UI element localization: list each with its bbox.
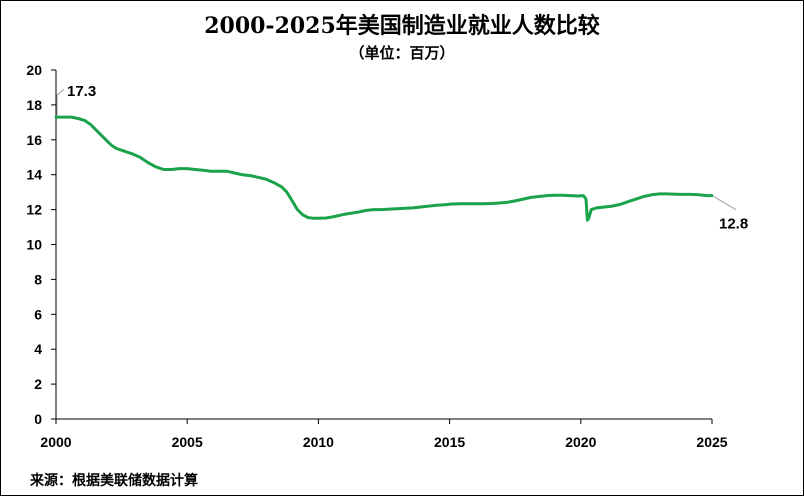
y-tick-label: 8 — [34, 271, 42, 287]
annotation-leader-end — [713, 196, 737, 211]
y-tick-label: 14 — [26, 167, 42, 183]
source-note: 来源：根据美联储数据计算 — [30, 473, 198, 489]
annotation-label-end: 12.8 — [719, 216, 748, 233]
x-tick-label: 2025 — [696, 434, 727, 450]
annotation-label-start: 17.3 — [67, 83, 96, 100]
y-tick-label: 18 — [26, 97, 42, 113]
y-tick-label: 12 — [26, 202, 42, 218]
y-tick-label: 6 — [34, 306, 42, 322]
y-tick-label: 4 — [34, 341, 42, 357]
y-tick-label: 2 — [34, 376, 42, 392]
y-tick-label: 16 — [26, 132, 42, 148]
y-tick-label: 20 — [26, 62, 42, 78]
series-line — [54, 115, 714, 222]
x-tick-label: 2000 — [40, 434, 71, 450]
x-tick-label: 2020 — [565, 434, 596, 450]
y-tick-label: 10 — [26, 237, 42, 253]
x-tick-label: 2015 — [434, 434, 465, 450]
annotation-leader-start — [56, 88, 65, 116]
x-tick-label: 2010 — [303, 434, 334, 450]
x-tick-label: 2005 — [172, 434, 203, 450]
chart-title: 2000-2025年美国制造业就业人数比较 — [204, 13, 600, 39]
chart-subtitle: （单位：百万） — [349, 44, 455, 62]
y-tick-label: 0 — [34, 411, 42, 427]
